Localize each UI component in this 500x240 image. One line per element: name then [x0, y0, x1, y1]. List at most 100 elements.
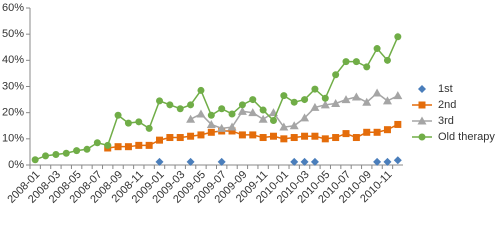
data-point	[135, 118, 143, 126]
y-tick-label: 0%	[8, 159, 24, 171]
data-point	[331, 99, 341, 108]
y-tick-label: 10%	[2, 133, 24, 145]
data-point	[290, 157, 299, 166]
data-point	[104, 141, 112, 149]
data-point	[135, 141, 143, 149]
data-point	[196, 109, 206, 118]
data-point	[269, 117, 277, 125]
y-tick-label: 30%	[2, 80, 24, 92]
data-point	[373, 128, 381, 136]
data-point	[351, 92, 361, 101]
y-tick-label: 60%	[2, 2, 24, 14]
data-point	[228, 127, 236, 135]
data-point	[206, 119, 216, 128]
data-point	[31, 156, 39, 164]
data-point	[320, 100, 330, 109]
data-point	[259, 106, 267, 114]
data-point	[73, 147, 81, 155]
data-point	[124, 143, 132, 151]
data-point	[207, 128, 215, 136]
data-point	[156, 136, 164, 144]
data-point	[114, 111, 122, 119]
data-point	[187, 132, 195, 140]
data-point	[394, 33, 402, 41]
data-point	[394, 120, 402, 128]
data-point	[145, 141, 153, 149]
data-point	[342, 130, 350, 138]
data-point	[197, 131, 205, 139]
data-point	[227, 122, 237, 131]
data-point	[393, 91, 403, 100]
data-point	[187, 101, 195, 109]
data-point	[363, 128, 371, 136]
data-point	[166, 134, 174, 142]
data-point	[62, 149, 70, 157]
data-point	[52, 151, 60, 159]
y-tick-label: 50%	[2, 28, 24, 40]
data-point	[310, 157, 319, 166]
data-point	[383, 157, 392, 166]
data-point	[197, 86, 205, 94]
data-point	[114, 143, 122, 151]
legend-marker	[418, 85, 426, 93]
data-point	[301, 96, 309, 104]
legend-label: 2nd	[438, 99, 456, 111]
data-point	[310, 102, 320, 111]
data-point	[238, 131, 246, 139]
y-tick-label: 40%	[2, 54, 24, 66]
data-point	[249, 131, 257, 139]
data-point	[332, 71, 340, 79]
data-point	[279, 122, 289, 131]
data-point	[248, 108, 258, 117]
data-point	[311, 85, 319, 93]
data-point	[393, 156, 402, 165]
data-point	[290, 134, 298, 142]
data-point	[156, 97, 164, 105]
legend-label: 3rd	[438, 115, 454, 127]
data-point	[373, 45, 381, 53]
data-point	[280, 92, 288, 100]
data-point	[383, 56, 391, 64]
data-point	[352, 58, 360, 66]
data-point	[321, 94, 329, 102]
data-point	[363, 63, 371, 71]
data-point	[269, 132, 277, 140]
data-point	[300, 157, 309, 166]
data-point	[311, 132, 319, 140]
legend-label: 1st	[438, 83, 453, 95]
legend-marker	[417, 116, 427, 125]
data-point	[373, 157, 382, 166]
data-point	[300, 113, 310, 122]
data-point	[217, 123, 227, 132]
series-line	[34, 36, 399, 161]
data-point	[372, 88, 382, 97]
data-point	[124, 119, 132, 127]
data-point	[249, 96, 257, 104]
data-point	[176, 134, 184, 142]
data-point	[186, 157, 195, 166]
data-point	[237, 106, 247, 115]
legend-marker	[418, 101, 426, 109]
data-point	[342, 58, 350, 66]
data-point	[176, 105, 184, 113]
data-point	[218, 105, 226, 113]
data-point	[341, 95, 351, 104]
data-point	[352, 134, 360, 142]
data-point	[207, 111, 215, 119]
data-point	[83, 145, 91, 153]
data-point	[383, 126, 391, 134]
data-point	[280, 135, 288, 143]
legend-marker	[418, 133, 426, 141]
data-point	[382, 96, 392, 105]
data-point	[259, 134, 267, 142]
data-point	[228, 110, 236, 118]
data-point	[145, 124, 153, 132]
data-point	[332, 134, 340, 142]
data-point	[93, 139, 101, 147]
data-point	[258, 114, 268, 123]
data-point	[301, 132, 309, 140]
legend-label: Old therapy	[438, 131, 495, 143]
y-tick-label: 20%	[2, 107, 24, 119]
data-point	[155, 157, 164, 166]
data-point	[362, 97, 372, 106]
